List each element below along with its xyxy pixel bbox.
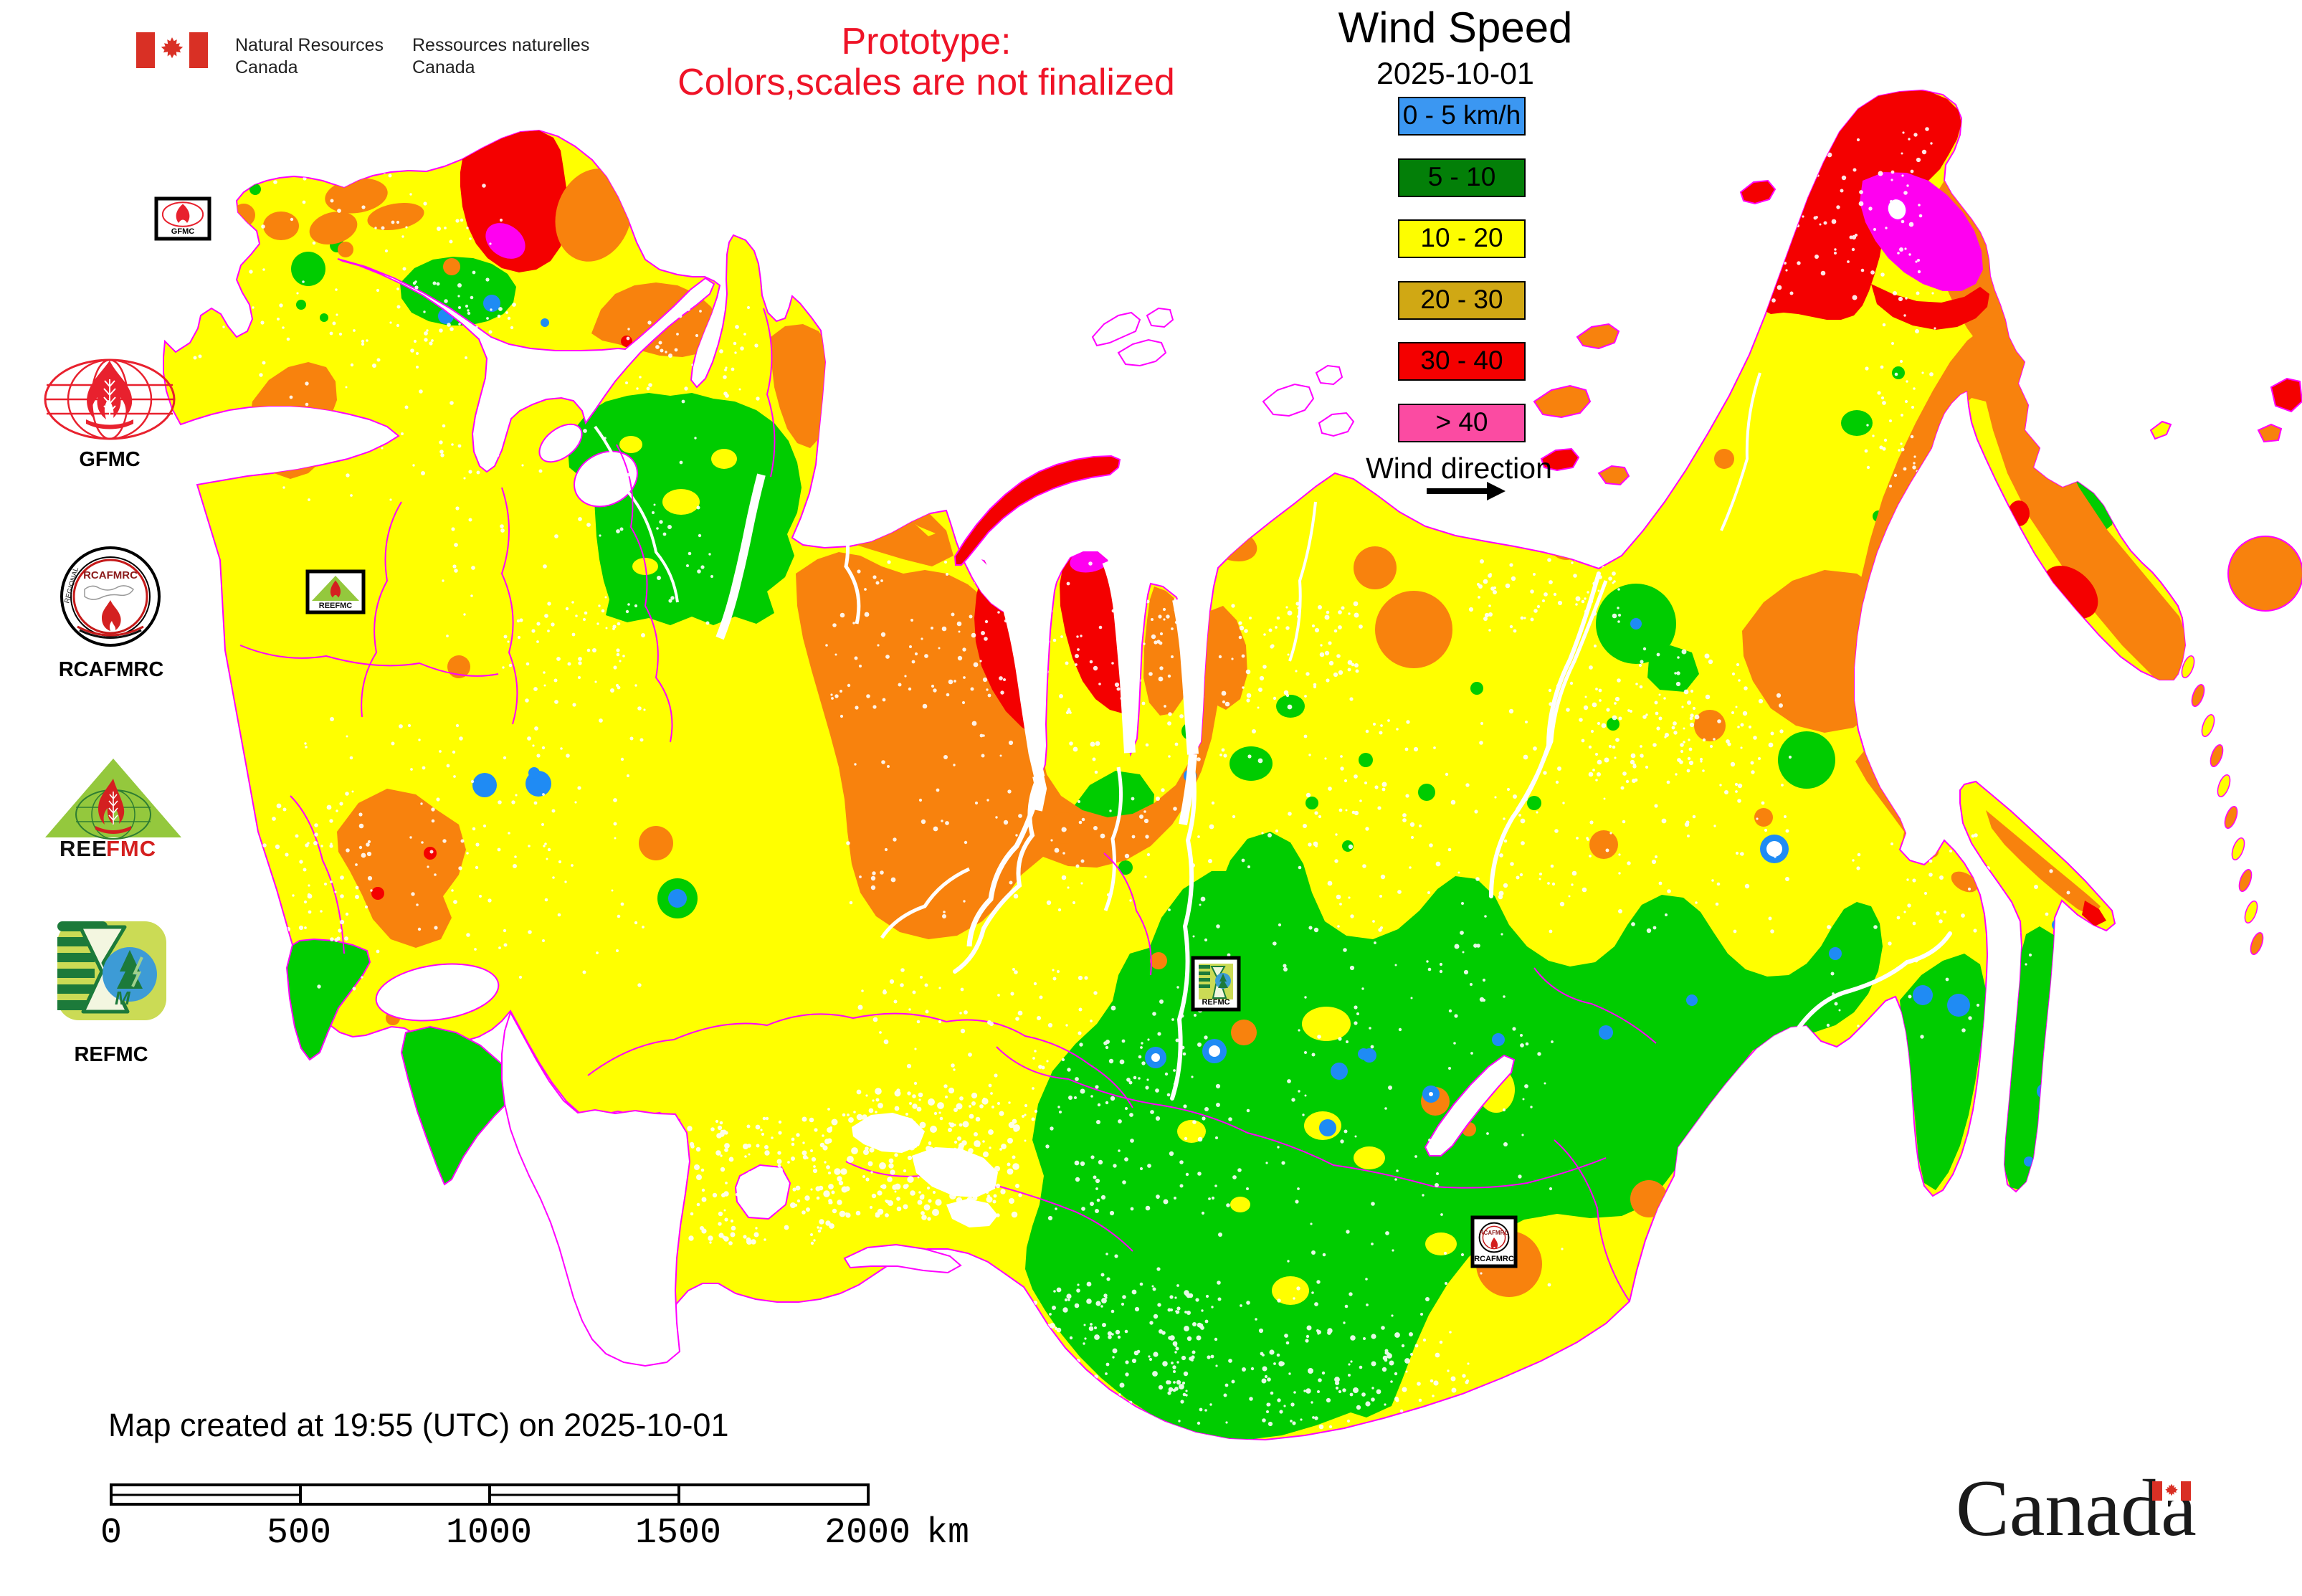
svg-text:GFMC: GFMC [171,227,194,236]
svg-text:REEFMC: REEFMC [319,602,353,610]
svg-text:M: M [115,987,131,1009]
svg-text:FMC: FMC [106,836,156,861]
svg-text:REFMC: REFMC [1202,998,1230,1007]
svg-text:RCAFMRC: RCAFMRC [83,569,138,581]
svg-text:RCAFMRC: RCAFMRC [1480,1230,1509,1236]
svg-text:RCAFMRC: RCAFMRC [1474,1255,1514,1263]
svg-text:REE: REE [60,836,108,861]
